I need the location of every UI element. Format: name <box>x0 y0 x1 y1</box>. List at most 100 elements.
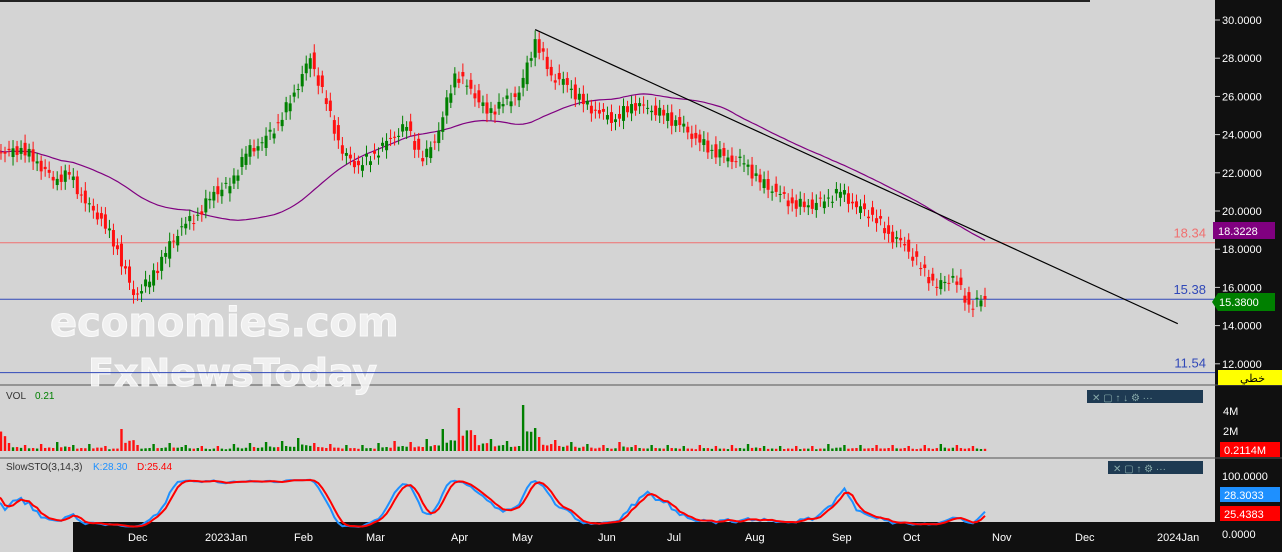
candle <box>678 117 682 126</box>
volume-bar <box>441 429 444 451</box>
volume-bar <box>353 448 356 451</box>
candle <box>971 308 975 310</box>
volume-bar <box>554 440 557 451</box>
candle <box>244 153 248 165</box>
volume-bar <box>220 448 224 451</box>
candle <box>806 205 810 208</box>
x-tick-label: Sep <box>832 532 852 544</box>
volume-bar <box>296 438 300 451</box>
candle <box>425 148 429 158</box>
candle <box>597 110 601 114</box>
candle <box>742 163 746 165</box>
candle <box>662 109 666 116</box>
candle <box>3 152 7 154</box>
drawing-tool-badge[interactable] <box>1218 370 1282 385</box>
candle <box>758 174 762 183</box>
candle <box>449 93 453 103</box>
volume-bar <box>76 448 79 451</box>
candle <box>248 145 252 157</box>
volume-bar <box>497 445 501 451</box>
candle <box>545 56 549 70</box>
candle <box>204 198 208 213</box>
volume-bar <box>774 448 778 451</box>
volume-bar <box>971 446 975 451</box>
candle <box>774 183 778 192</box>
candle <box>103 214 107 229</box>
candle <box>618 114 622 119</box>
candle <box>585 100 589 105</box>
volume-bar <box>272 447 276 451</box>
volume-pane-toolbar[interactable]: ✕ ▢ ↑ ↓ ⚙ ··· <box>1087 390 1203 404</box>
volume-bar <box>883 448 886 451</box>
candle <box>674 120 678 126</box>
volume-bar <box>855 448 858 451</box>
candle <box>389 137 393 139</box>
volume-bar <box>64 446 67 451</box>
volume-bar <box>662 448 665 451</box>
volume-bar <box>188 448 191 451</box>
volume-bar <box>301 444 304 451</box>
volume-bar <box>309 445 312 451</box>
volume-bar <box>88 444 91 451</box>
volume-last-badge <box>1220 442 1280 457</box>
volume-bar <box>650 445 653 451</box>
volume-bar <box>907 446 910 451</box>
x-tick-label: Apr <box>451 532 468 544</box>
volume-bar <box>786 448 790 451</box>
volume-bar <box>349 448 352 451</box>
d-last-label: 25.4383 <box>1224 509 1264 521</box>
candle <box>35 161 39 164</box>
candle <box>477 90 481 103</box>
volume-bar <box>646 448 649 451</box>
volume-bar <box>638 448 641 451</box>
y-tick-label: 22.0000 <box>1222 168 1262 180</box>
volume-bar <box>831 448 834 451</box>
volume-bar <box>879 448 882 451</box>
volume-bar <box>939 444 943 451</box>
volume-last-label: 0.2114M <box>1224 445 1266 457</box>
watermark-economies: economies.com <box>50 300 399 346</box>
candle <box>481 102 485 106</box>
volume-bar <box>317 447 320 451</box>
volume-bar <box>148 448 151 451</box>
candle <box>51 176 55 181</box>
candle <box>107 228 111 231</box>
candle <box>433 141 437 143</box>
candle <box>168 241 172 259</box>
candle <box>605 115 609 120</box>
vol-tick-2m: 2M <box>1223 426 1238 438</box>
candle <box>385 140 389 151</box>
candle <box>441 117 445 132</box>
volume-bar <box>622 446 625 451</box>
candle <box>654 105 658 116</box>
stoch-pane-toolbar[interactable]: ✕ ▢ ↑ ⚙ ··· <box>1108 461 1203 475</box>
candle <box>47 169 51 173</box>
trend-line <box>534 29 1179 325</box>
volume-bar <box>533 428 537 451</box>
volume-bar <box>449 440 453 451</box>
volume-bar <box>851 448 854 451</box>
volume-bar <box>180 447 183 451</box>
volume-bar <box>943 447 947 451</box>
volume-bar <box>867 448 870 451</box>
pane-tool-icons[interactable]: ✕ ▢ ↑ ⚙ ··· <box>1113 464 1166 475</box>
volume-bar <box>742 448 746 451</box>
volume-bar <box>132 440 135 451</box>
candle <box>899 237 903 241</box>
candle <box>726 157 730 162</box>
candle <box>923 264 927 269</box>
volume-bar <box>15 447 19 451</box>
sto-tick-0: 0.0000 <box>1222 529 1256 541</box>
pane-tool-icons[interactable]: ✕ ▢ ↑ ↓ ⚙ ··· <box>1092 393 1153 404</box>
volume-bar <box>453 440 457 451</box>
candle <box>939 280 943 290</box>
candle <box>397 135 401 137</box>
candle <box>609 112 613 123</box>
candle <box>336 125 340 141</box>
volume-bar <box>172 447 175 451</box>
candle <box>348 154 352 159</box>
volume-bar <box>791 448 794 451</box>
volume-bar <box>678 448 681 451</box>
candle <box>132 289 136 296</box>
